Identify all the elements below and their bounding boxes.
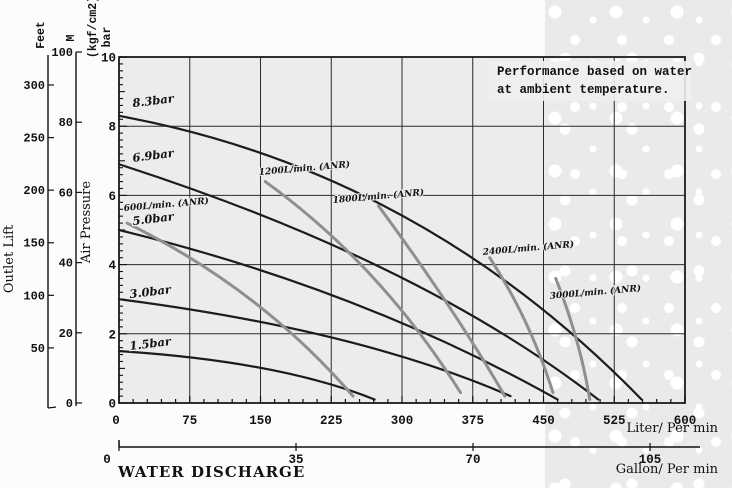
air-curve-label: 3000L/min. (ANR) (549, 283, 641, 302)
air-curve-3000 (554, 276, 592, 402)
pressure-curve-8.3bar (117, 114, 643, 401)
meter-tick-label: 0 (66, 397, 73, 411)
pressure-tick-label: 6 (108, 190, 116, 204)
pressure-tick-label: 10 (101, 52, 116, 66)
meter-tick-label: 60 (59, 186, 73, 200)
pressure-curve-label: 3.0bar (129, 282, 173, 301)
pressure-curve-label: 5.0bar (132, 209, 176, 228)
pressure-curve-label: 6.9bar (132, 146, 176, 165)
note-text: at ambient temperature. (497, 83, 670, 97)
x-tick-label: 600 (674, 414, 697, 428)
pressure-curve-6.9bar (117, 163, 600, 401)
feet-unit-label: Feet (35, 21, 48, 49)
gallon-tick-label: 70 (466, 453, 481, 467)
pressure-tick-label: 0 (108, 398, 116, 412)
air-curve-label: 1200L/min. (ANR) (258, 159, 350, 178)
x-tick-label: 450 (532, 414, 555, 428)
gallon-tick-label: 35 (289, 453, 304, 467)
pressure-tick-label: 8 (108, 121, 116, 135)
meter-tick-label: 80 (59, 116, 73, 130)
gallon-tick-label: 105 (639, 453, 662, 467)
feet-tick-label: 50 (31, 342, 45, 356)
feet-tick-label: 250 (23, 132, 45, 146)
meter-unit-label: M (65, 34, 78, 41)
pressure-curve-5.0bar (117, 228, 559, 401)
meter-tick-label: 40 (59, 257, 73, 271)
pressure-curve-label: 8.3bar (132, 91, 176, 110)
outlet-lift-label: Outlet Lift (2, 224, 17, 293)
pressure-tick-label: 4 (108, 259, 116, 273)
feet-tick-label: 150 (23, 237, 45, 251)
pressure-tick-label: 2 (108, 328, 116, 342)
x-tick-label: 0 (112, 414, 120, 428)
x-tick-label: 300 (391, 414, 414, 428)
x-tick-label: 225 (320, 414, 343, 428)
meter-tick-label: 20 (59, 327, 73, 341)
air-curve-1800 (376, 204, 507, 398)
air-curve-2400 (488, 256, 555, 395)
meter-tick-label: 100 (51, 46, 73, 60)
feet-tick-label: 100 (23, 289, 45, 303)
air-curve-600 (125, 221, 355, 398)
water-discharge-title: WATER DISCHARGE (117, 463, 305, 481)
x-tick-label: 150 (249, 414, 272, 428)
air-pressure-label: Air Pressure (79, 181, 94, 264)
feet-tick-label: 300 (23, 79, 45, 93)
feet-axis-foot (47, 406, 57, 409)
gallon-per-min-label: Gallon/ Per min (616, 462, 719, 477)
liter-per-min-label: Liter/ Per min (627, 421, 719, 436)
air-curve-label: 2400L/min. (ANR) (481, 239, 574, 258)
pressure-curve-label: 1.5bar (129, 334, 173, 353)
pressure-curve-3.0bar (117, 298, 512, 398)
air-curve-1200 (263, 180, 462, 395)
note-text: Performance based on water (497, 65, 692, 79)
gallon-tick-label: 0 (103, 453, 111, 467)
bar-unit-label: bar (101, 27, 114, 48)
x-tick-label: 375 (461, 414, 484, 428)
feet-tick-label: 200 (23, 184, 45, 198)
x-tick-label: 75 (182, 414, 197, 428)
note-background (489, 61, 691, 101)
x-tick-label: 525 (603, 414, 626, 428)
kgf-cm2-unit-label: (kgf/cm2) (87, 0, 100, 58)
